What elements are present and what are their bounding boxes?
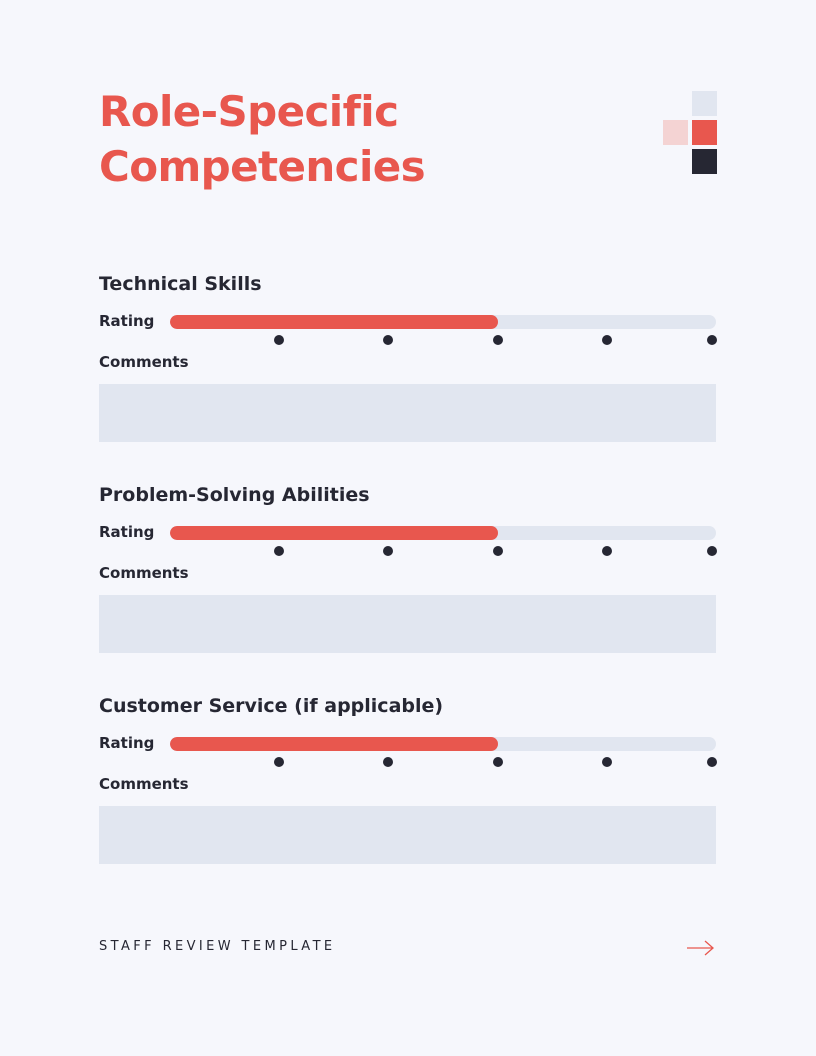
rating-scale-dot[interactable] (492, 546, 503, 556)
rating-scale-dot[interactable] (601, 335, 612, 345)
rating-scale (99, 546, 717, 556)
competency-section: Technical Skills Rating Comments (99, 272, 717, 442)
decoration-square-dark (692, 149, 717, 174)
page-title-line-1: Role-Specific (99, 87, 399, 136)
rating-scale (99, 335, 717, 345)
rating-fill (170, 526, 498, 540)
rating-label: Rating (99, 734, 155, 752)
rating-scale-dot[interactable] (492, 335, 503, 345)
rating-scale-dot[interactable] (383, 335, 394, 345)
comments-label: Comments (99, 353, 189, 371)
rating-scale-dot[interactable] (707, 757, 717, 767)
rating-scale-dot[interactable] (274, 757, 285, 767)
comments-field[interactable] (99, 595, 716, 653)
rating-slider[interactable] (170, 737, 716, 751)
page-title: Role-Specific Competencies (99, 84, 426, 194)
comments-field[interactable] (99, 806, 716, 864)
rating-scale-dot[interactable] (383, 757, 394, 767)
section-title: Customer Service (if applicable) (99, 695, 444, 717)
rating-label: Rating (99, 523, 155, 541)
page-title-line-2: Competencies (99, 142, 426, 191)
rating-scale (99, 757, 717, 767)
rating-slider[interactable] (170, 526, 716, 540)
comments-label: Comments (99, 564, 189, 582)
rating-label: Rating (99, 312, 155, 330)
rating-scale-dot[interactable] (383, 546, 394, 556)
decoration-square-pink (663, 120, 688, 145)
rating-scale-dot[interactable] (707, 546, 717, 556)
comments-field[interactable] (99, 384, 716, 442)
competency-section: Customer Service (if applicable) Rating … (99, 694, 717, 864)
rating-scale-dot[interactable] (601, 546, 612, 556)
section-title: Technical Skills (99, 273, 262, 295)
comments-label: Comments (99, 775, 189, 793)
rating-fill (170, 315, 498, 329)
decoration-square-red (692, 120, 717, 145)
decoration-square-light-gray (692, 91, 717, 116)
footer-text: STAFF REVIEW TEMPLATE (99, 939, 336, 954)
rating-fill (170, 737, 498, 751)
competency-section: Problem-Solving Abilities Rating Comment… (99, 483, 717, 653)
rating-scale-dot[interactable] (601, 757, 612, 767)
rating-scale-dot[interactable] (274, 546, 285, 556)
rating-scale-dot[interactable] (707, 335, 717, 345)
rating-slider[interactable] (170, 315, 716, 329)
section-title: Problem-Solving Abilities (99, 484, 370, 506)
arrow-right-icon[interactable] (686, 938, 716, 958)
rating-scale-dot[interactable] (492, 757, 503, 767)
rating-scale-dot[interactable] (274, 335, 285, 345)
